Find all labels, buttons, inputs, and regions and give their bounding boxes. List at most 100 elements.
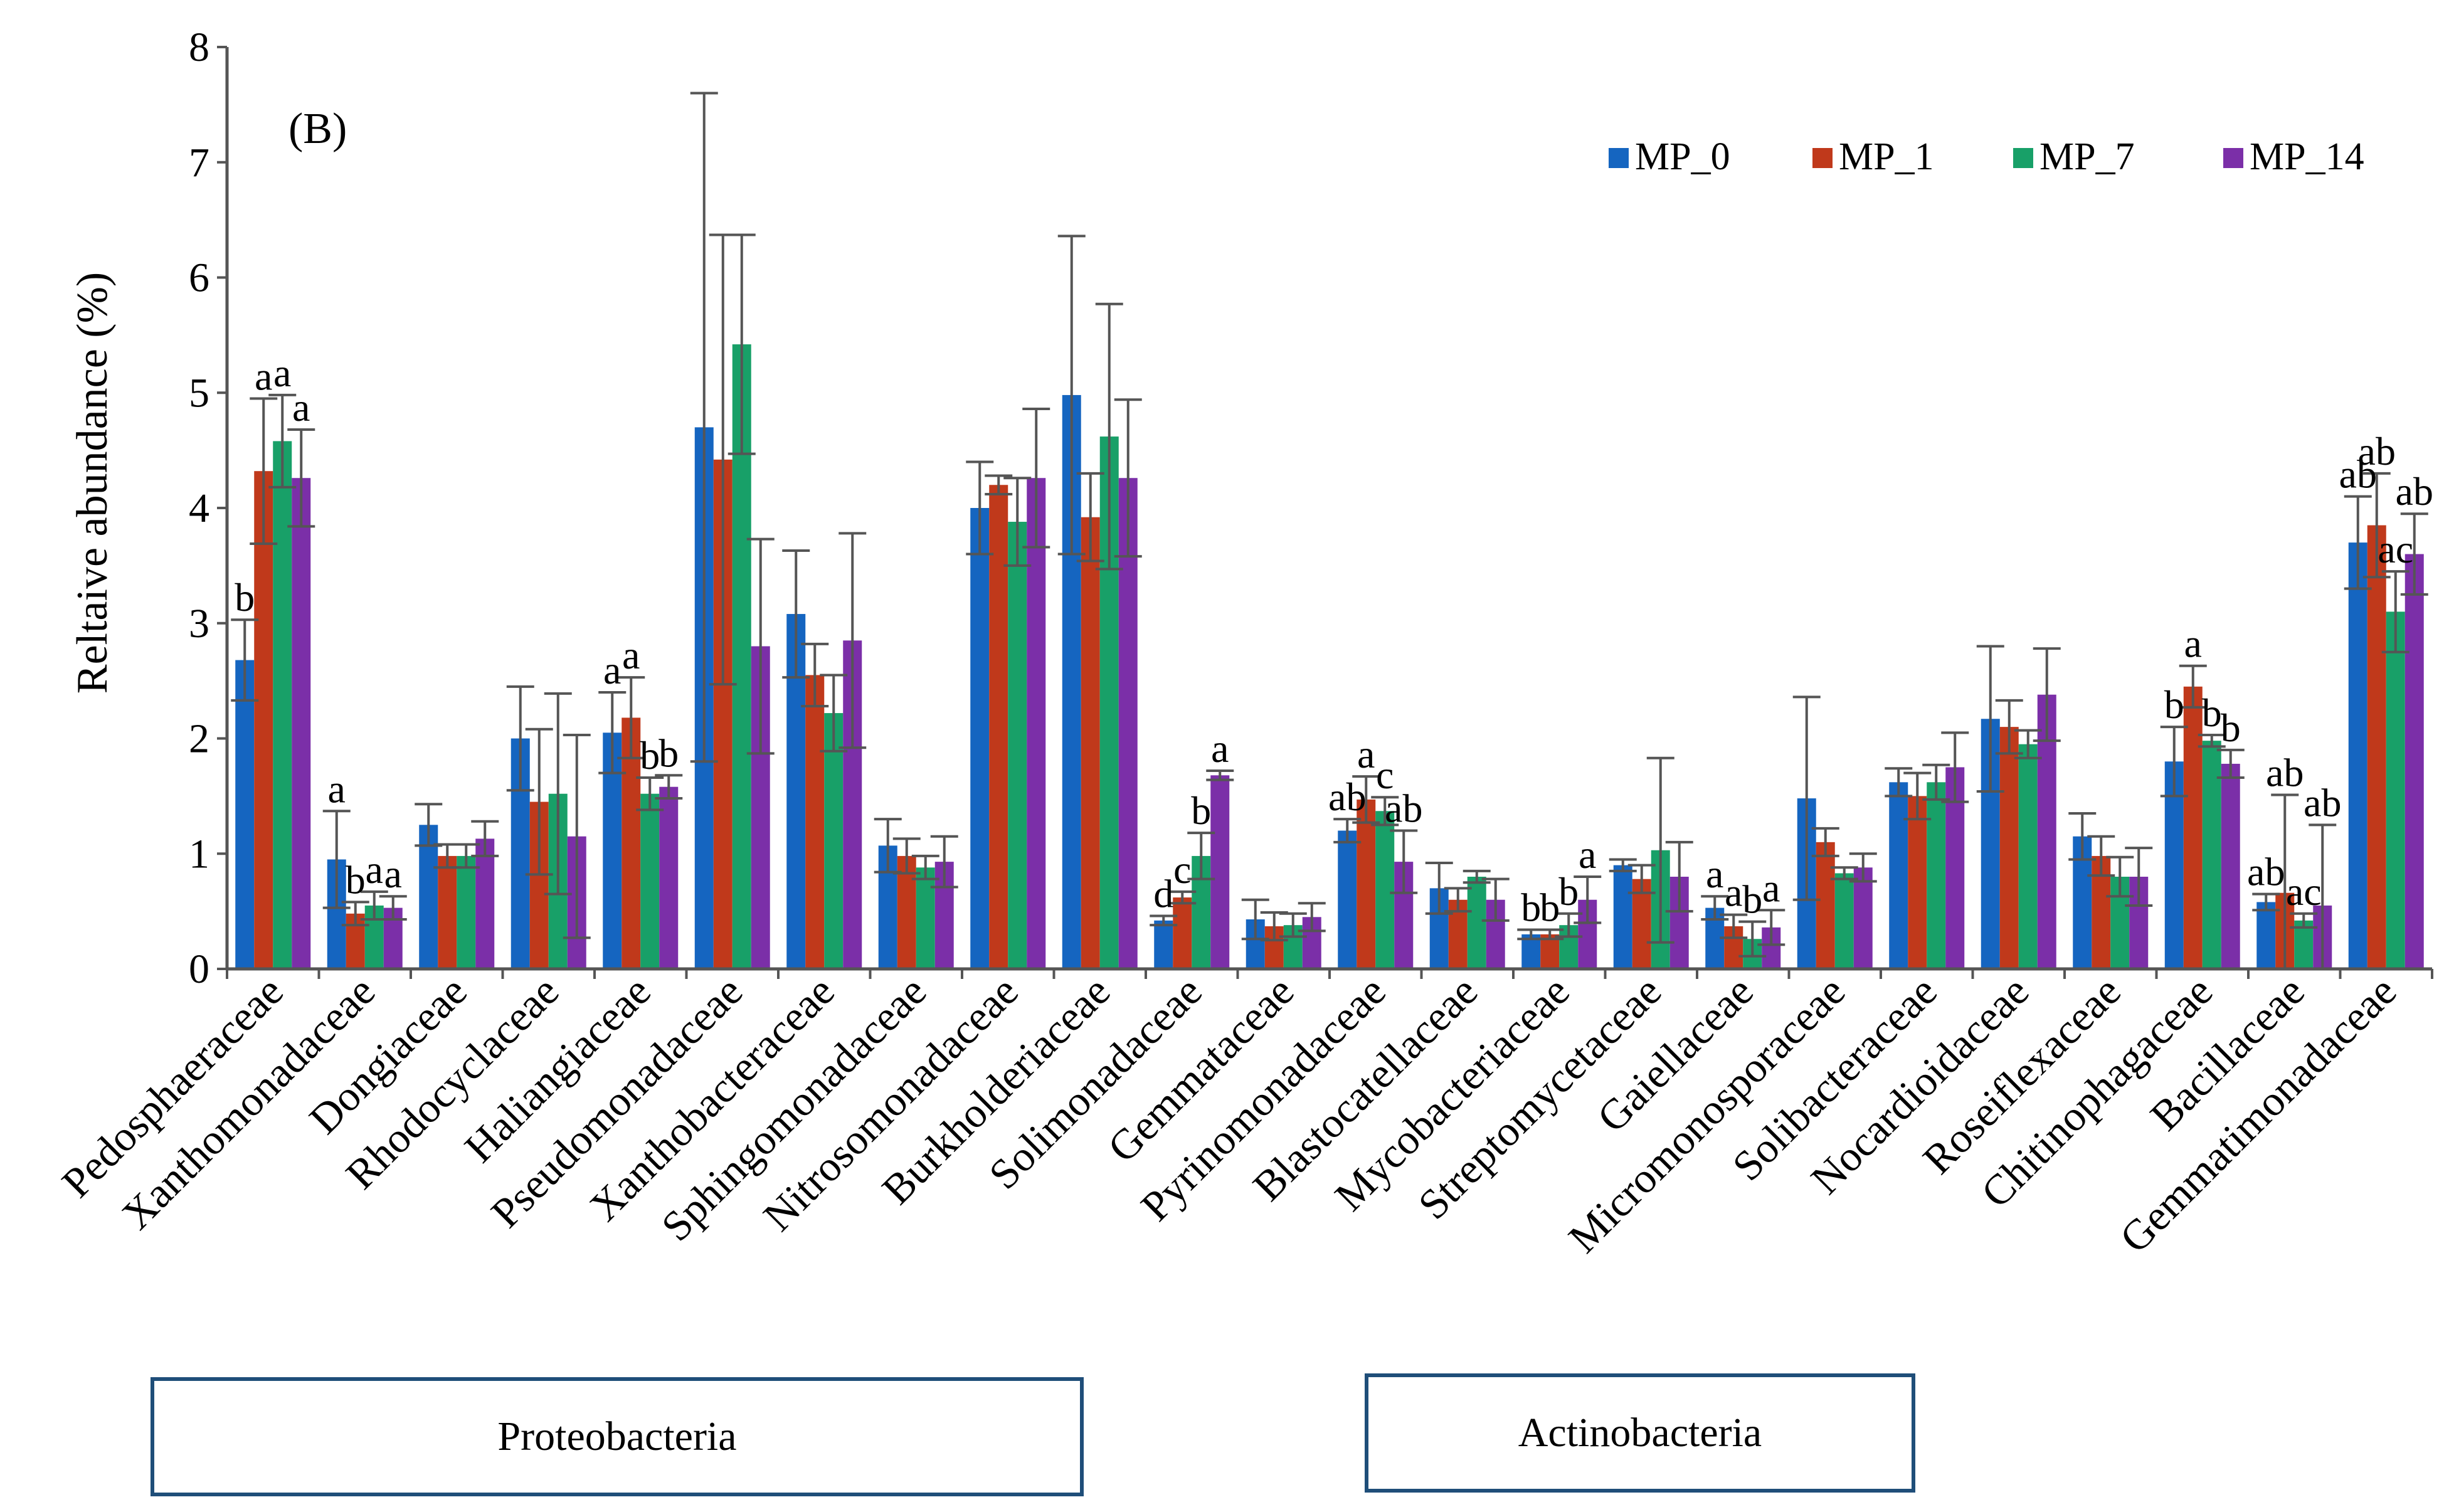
- error-bar-MP_0-Haliangiaceae: [598, 691, 627, 775]
- y-tick-label-5: 5: [189, 370, 209, 416]
- bar-MP_7-Haliangiaceae: [640, 793, 660, 969]
- error-bar-MP_0-Xanthomonadaceae: [322, 810, 351, 909]
- error-bar-MP_0-Solimonadaceae: [1150, 914, 1178, 927]
- annotation-MP_7-Bacillaceae: ac: [2286, 869, 2322, 914]
- error-bar-MP_14-Nitrosomonadaceae: [1022, 407, 1050, 549]
- legend-swatch-MP_7: [2013, 148, 2033, 168]
- bars: [235, 344, 2424, 969]
- error-bar-MP_14-Nocardioidaceae: [2033, 647, 2061, 743]
- bar-MP_1-Nocardioidaceae: [1999, 727, 2019, 969]
- error-bar-MP_0-Pseudomonadaceae: [690, 92, 718, 763]
- error-bar-MP_7-Pyrinomonadaceae: [1371, 796, 1399, 827]
- error-bar-MP_1-Roseiflexaceae: [2087, 835, 2115, 877]
- error-bar-MP_0-Bacillaceae: [2252, 892, 2280, 912]
- annotation-MP_14-Solimonadaceae: a: [1211, 726, 1229, 771]
- annotation-MP_14-Bacillaceae: ab: [2304, 780, 2341, 825]
- annotation-MP_0-Chitinophagaceae: b: [2164, 682, 2184, 727]
- error-bar-MP_7-Gaiellaceae: [1738, 920, 1767, 958]
- annotation-MP_1-Pyrinomonadaceae: a: [1357, 732, 1375, 776]
- error-bar-MP_7-Streptomycetaceae: [1646, 756, 1674, 944]
- error-bar-MP_14-Pseudomonadaceae: [746, 537, 775, 755]
- bar-MP_14-Micromonosporaceae: [1853, 867, 1873, 969]
- bar-MP_7-Xanthobacteraceae: [824, 713, 844, 969]
- bar-MP_7-Micromonosporaceae: [1834, 873, 1854, 969]
- error-bar-MP_14-Micromonosporaceae: [1849, 852, 1877, 883]
- error-bar-MP_14-Gaiellaceae: [1757, 909, 1785, 946]
- legend-label-MP_1: MP_1: [1839, 135, 1934, 178]
- error-bar-MP_14-Rhodocyclaceae: [563, 733, 591, 939]
- error-bar-MP_1-Chitinophagaceae: [2179, 664, 2207, 709]
- bar-MP_1-Dongiaceae: [438, 855, 457, 969]
- bar-MP_14-Burkholderiaceae: [1118, 478, 1138, 969]
- error-bar-MP_1-Streptomycetaceae: [1627, 864, 1656, 894]
- error-bar-MP_1-Sphingomonadaceae: [892, 837, 921, 875]
- annotation-MP_14-Pedosphaeraceae: a: [292, 385, 310, 430]
- bar-MP_1-Haliangiaceae: [622, 717, 641, 969]
- error-bar-MP_0-Burkholderiaceae: [1057, 235, 1086, 556]
- y-tick-label-6: 6: [189, 255, 209, 301]
- y-tick-label-2: 2: [189, 716, 209, 762]
- bar-MP_14-Solimonadaceae: [1210, 775, 1230, 969]
- error-bar-MP_7-Xanthobacteraceae: [820, 674, 848, 753]
- annotation-MP_1-Gemmatimonadaceae: ab: [2358, 429, 2396, 473]
- error-bar-MP_7-Chitinophagaceae: [2198, 733, 2226, 748]
- annotation-MP_7-Gemmatimonadaceae: ac: [2378, 527, 2413, 571]
- bar-MP_7-Dongiaceae: [457, 855, 476, 969]
- error-bar-MP_7-Rhodocyclaceae: [544, 692, 572, 896]
- bar-MP_1-Pedosphaeraceae: [254, 471, 273, 969]
- legend-swatch-MP_0: [1609, 148, 1629, 168]
- bar-MP_7-Blastocatellaceae: [1467, 877, 1486, 969]
- error-bar-MP_14-Gemmatimonadaceae: [2400, 512, 2428, 596]
- error-bar-MP_0-Pyrinomonadaceae: [1333, 818, 1362, 843]
- bar-MP_7-Gemmatimonadaceae: [2386, 611, 2405, 969]
- bar-MP_14-Gemmatimonadaceae: [2404, 554, 2424, 969]
- legend-label-MP_14: MP_14: [2250, 135, 2364, 178]
- error-bar-MP_1-Solibacteraceae: [1903, 771, 1932, 821]
- error-bar-MP_1-Micromonosporaceae: [1811, 827, 1839, 857]
- group-box-proteobacteria: Proteobacteria: [151, 1377, 1084, 1496]
- group-label-actinobacteria: Actinobacteria: [1518, 1410, 1762, 1456]
- legend-swatch-MP_14: [2223, 148, 2243, 168]
- annotation-MP_14-Gemmatimonadaceae: ab: [2396, 469, 2433, 514]
- bar-MP_14-Nitrosomonadaceae: [1027, 478, 1046, 969]
- error-bar-MP_7-Pseudomonadaceae: [727, 233, 756, 455]
- bar-MP_7-Solibacteraceae: [1927, 782, 1946, 969]
- error-bar-MP_0-Micromonosporaceae: [1792, 695, 1821, 901]
- bar-MP_1-Burkholderiaceae: [1081, 517, 1100, 969]
- error-bar-MP_7-Bacillaceae: [2290, 912, 2318, 929]
- error-bar-MP_1-Gemmatimonadaceae: [2362, 472, 2391, 579]
- annotation-MP_7-Pyrinomonadaceae: c: [1376, 753, 1394, 797]
- annotation-MP_0-Bacillaceae: ab: [2247, 850, 2285, 894]
- error-bar-MP_1-Blastocatellaceae: [1444, 887, 1472, 913]
- error-bar-MP_7-Roseiflexaceae: [2106, 855, 2134, 898]
- error-bar-MP_1-Solimonadaceae: [1168, 890, 1197, 905]
- error-bar-MP_14-Roseiflexaceae: [2125, 847, 2153, 907]
- error-bar-MP_1-Haliangiaceae: [617, 676, 645, 759]
- y-tick-labels: 0 1 2 3 4 5 6 7 8: [189, 24, 209, 992]
- error-bar-MP_14-Haliangiaceae: [655, 774, 683, 800]
- annotation-MP_7-Gaiellaceae: b: [1742, 877, 1762, 922]
- error-bar-MP_14-Sphingomonadaceae: [930, 835, 958, 889]
- error-bar-MP_14-Solimonadaceae: [1206, 769, 1234, 781]
- y-tick-label-4: 4: [189, 485, 209, 531]
- axes: [225, 47, 2433, 979]
- annotation-MP_1-Gaiellaceae: a: [1725, 870, 1742, 915]
- annotation-MP_0-Pedosphaeraceae: b: [235, 575, 255, 620]
- error-bar-MP_7-Pedosphaeraceae: [268, 393, 297, 489]
- annotation-MP_7-Xanthomonadaceae: a: [366, 847, 383, 892]
- error-bar-MP_7-Nocardioidaceae: [2014, 729, 2042, 759]
- error-bar-MP_0-Streptomycetaceae: [1609, 858, 1637, 872]
- error-bar-MP_0-Solibacteraceae: [1885, 767, 1913, 798]
- error-bar-MP_1-Gaiellaceae: [1720, 913, 1748, 939]
- bar-MP_14-Dongiaceae: [475, 838, 495, 969]
- annotation-MP_14-Chitinophagaceae: b: [2221, 706, 2241, 750]
- annotation-MP_7-Pedosphaeraceae: a: [273, 351, 291, 395]
- annotation-MP_1-Solimonadaceae: c: [1173, 847, 1191, 892]
- error-bar-MP_1-Xanthomonadaceae: [341, 901, 369, 927]
- annotation-MP_0-Xanthomonadaceae: a: [328, 766, 346, 811]
- annotation-MP_14-Pyrinomonadaceae: ab: [1385, 786, 1422, 831]
- error-bar-MP_7-Dongiaceae: [452, 843, 480, 869]
- error-bar-MP_7-Burkholderiaceae: [1095, 302, 1123, 571]
- y-tick-label-0: 0: [189, 946, 209, 992]
- error-bar-MP_7-Solimonadaceae: [1187, 832, 1215, 880]
